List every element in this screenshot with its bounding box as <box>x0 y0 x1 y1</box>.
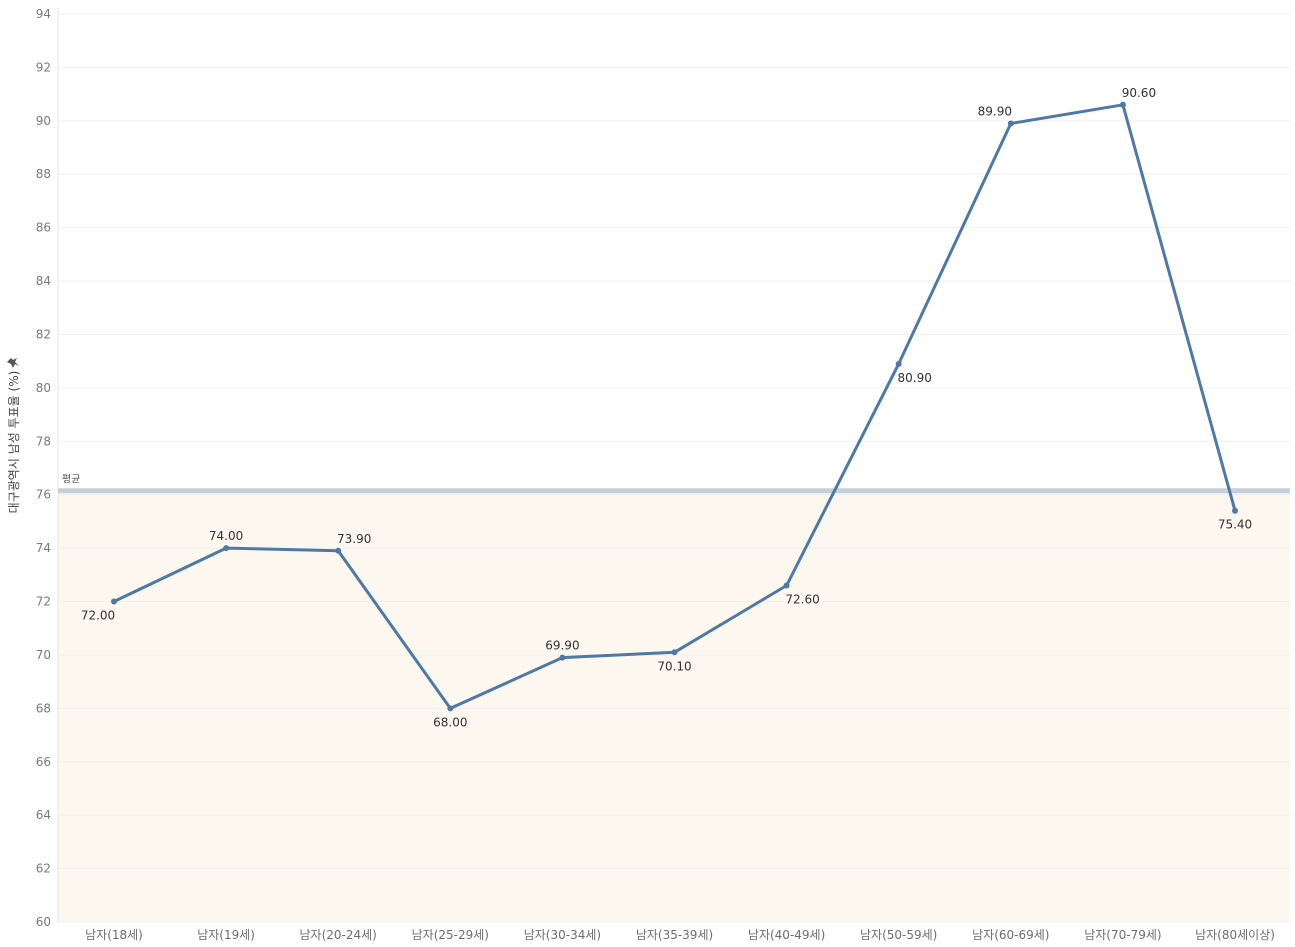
x-tick-label: 남자(80세이상) <box>1195 928 1275 942</box>
below-average-band <box>58 490 1290 922</box>
data-point[interactable] <box>447 705 454 712</box>
y-tick-label: 70 <box>36 648 51 662</box>
data-label: 73.90 <box>337 532 371 546</box>
data-label: 75.40 <box>1218 518 1252 532</box>
y-tick-label: 64 <box>36 808 51 822</box>
y-axis-title-group: 대구광역시 남성 투표율 (%) <box>7 358 21 513</box>
y-tick-label: 66 <box>36 755 51 769</box>
y-tick-label: 88 <box>36 167 51 181</box>
y-axis-ticks: 60 62 64 66 68 70 72 74 76 78 80 82 84 86 88 90 92 94 <box>36 7 51 929</box>
data-label: 72.00 <box>81 609 115 623</box>
x-tick-label: 남자(50-59세) <box>860 928 937 942</box>
y-tick-label: 68 <box>36 701 51 715</box>
data-point[interactable] <box>559 654 566 661</box>
y-tick-label: 92 <box>36 60 51 74</box>
data-label: 89.90 <box>978 104 1012 118</box>
y-tick-label: 72 <box>36 595 51 609</box>
y-tick-label: 84 <box>36 274 51 288</box>
y-tick-label: 94 <box>36 7 51 21</box>
data-point[interactable] <box>1119 101 1126 108</box>
data-point[interactable] <box>223 545 230 552</box>
gridlines <box>58 13 1290 923</box>
average-reference-label: 평균 <box>62 474 80 486</box>
data-label: 90.60 <box>1122 86 1156 100</box>
y-axis-title: 대구광역시 남성 투표율 (%) <box>7 371 21 514</box>
data-label: 68.00 <box>433 715 467 729</box>
y-tick-label: 76 <box>36 488 51 502</box>
x-tick-label: 남자(35-39세) <box>636 928 713 942</box>
x-tick-label: 남자(20-24세) <box>300 928 377 942</box>
data-label: 72.60 <box>785 593 819 607</box>
data-point[interactable] <box>111 598 117 605</box>
x-tick-label: 남자(70-79세) <box>1084 928 1161 942</box>
data-point[interactable] <box>671 649 678 656</box>
data-label: 69.90 <box>545 639 579 653</box>
y-tick-label: 78 <box>36 434 51 448</box>
y-tick-label: 62 <box>36 862 51 876</box>
x-axis-ticks: 남자(18세) 남자(19세) 남자(20-24세) 남자(25-29세) 남자(30-… <box>85 928 1275 942</box>
data-point[interactable] <box>335 547 342 554</box>
data-label: 80.90 <box>898 371 932 385</box>
x-tick-label: 남자(30-34세) <box>524 928 601 942</box>
x-tick-label: 남자(18세) <box>85 928 143 942</box>
y-tick-label: 60 <box>36 915 51 929</box>
pin-icon[interactable] <box>7 358 19 368</box>
y-tick-label: 86 <box>36 221 51 235</box>
data-labels: 72.00 74.00 73.90 68.00 69.90 70.10 72.60 80.90… <box>81 86 1252 730</box>
x-tick-label: 남자(60-69세) <box>972 928 1049 942</box>
x-tick-label: 남자(40-49세) <box>748 928 825 942</box>
data-point[interactable] <box>783 582 790 589</box>
x-tick-label: 남자(19세) <box>197 928 255 942</box>
data-label: 74.00 <box>209 529 243 543</box>
y-tick-label: 90 <box>36 114 51 128</box>
data-label: 70.10 <box>657 659 691 673</box>
y-tick-label: 82 <box>36 327 51 341</box>
data-point[interactable] <box>895 360 902 367</box>
data-point[interactable] <box>1232 507 1238 514</box>
data-points <box>111 101 1238 712</box>
x-tick-label: 남자(25-29세) <box>412 928 489 942</box>
data-point[interactable] <box>1007 120 1014 127</box>
y-tick-label: 80 <box>36 381 51 395</box>
y-tick-label: 74 <box>36 541 51 555</box>
